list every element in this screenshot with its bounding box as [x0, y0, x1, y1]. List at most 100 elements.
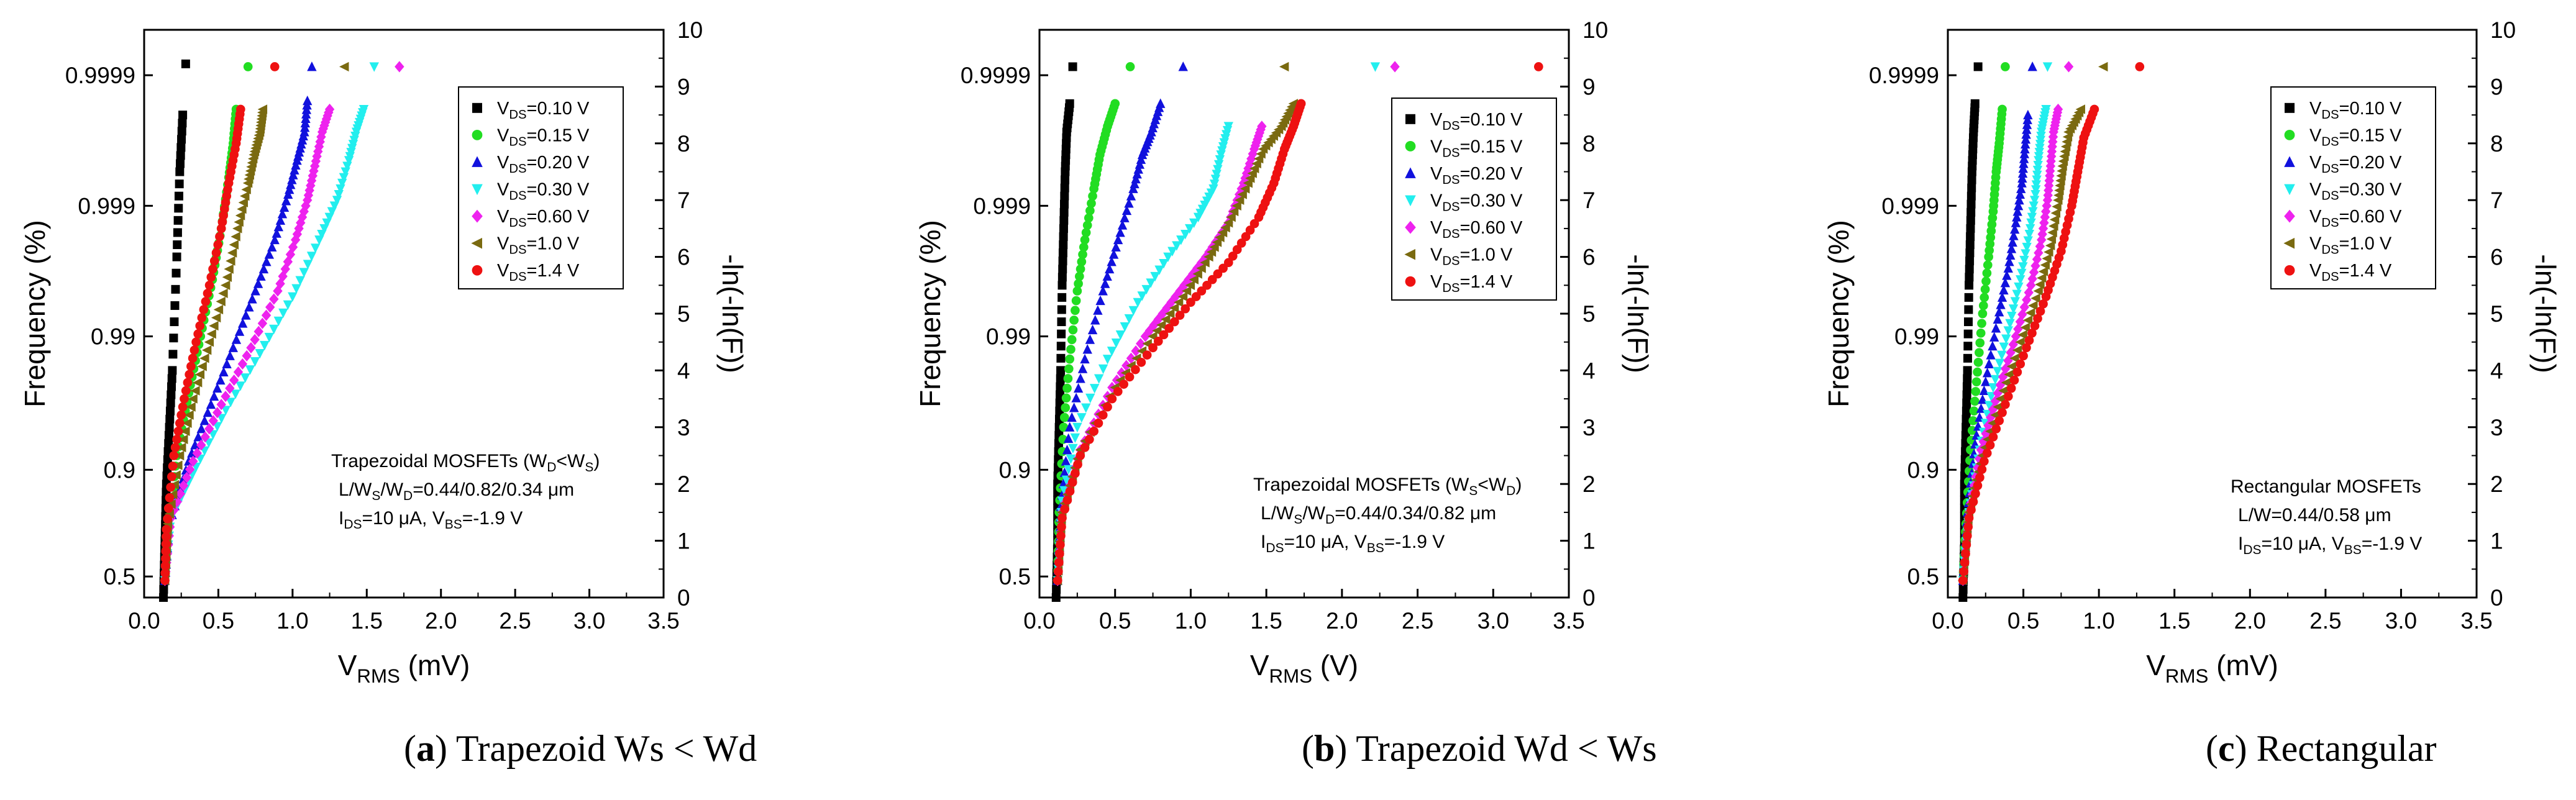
data-point: [2035, 143, 2045, 154]
data-point: [2042, 62, 2053, 72]
data-point: [1973, 481, 1983, 491]
data-point: [174, 450, 185, 461]
data-point: [219, 366, 229, 377]
y-right-tick-label: 4: [677, 358, 690, 383]
data-point: [1994, 416, 2004, 425]
data-point: [1965, 240, 1975, 250]
data-point: [1241, 232, 1251, 242]
data-point: [1218, 263, 1228, 273]
data-point: [1969, 406, 1979, 416]
chart-panel-a: 0.0 0.5 1.0 1.5 2.0 2.5 3.0 3.50 1 2 3 4 5 6 7 8 9 10 0.5 0…: [19, 17, 757, 769]
data-point: [1065, 354, 1075, 364]
data-point: [1084, 213, 1094, 223]
data-point: [216, 414, 227, 424]
y-left-tick-label: 0.99: [986, 324, 1031, 350]
data-point: [1982, 367, 1993, 378]
data-point: [256, 271, 266, 281]
data-point: [2041, 104, 2051, 115]
data-point: [1246, 153, 1256, 165]
data-point: [1994, 358, 2005, 369]
x-tick-label: 3.0: [1478, 608, 1509, 634]
data-point: [167, 374, 176, 383]
y-right-tick-label: 8: [2490, 131, 2503, 157]
data-point: [324, 103, 335, 116]
annotation: Trapezoidal MOSFETs (WS<WD) L/WS/WD=0.44/…: [1253, 475, 1522, 555]
data-point: [1234, 195, 1245, 205]
data-point: [170, 301, 180, 310]
data-point: [222, 272, 232, 282]
data-point: [1964, 305, 1973, 314]
data-point: [1173, 298, 1184, 307]
data-point: [2042, 253, 2052, 263]
x-tick-label: 3.5: [2460, 608, 2492, 634]
data-point: [2006, 383, 2016, 393]
data-point: [1061, 456, 1071, 466]
data-point: [2006, 361, 2017, 371]
data-point: [1172, 241, 1182, 251]
series-vds1.0v: [1052, 61, 1298, 586]
data-point: [311, 243, 321, 253]
data-point: [2014, 282, 2024, 293]
data-point: [177, 135, 186, 144]
legend-item: VDS=0.10 V: [1405, 110, 1523, 133]
data-point: [283, 300, 293, 311]
y-axis-label: Frequency (%): [1822, 220, 1855, 407]
data-point: [1962, 414, 1971, 424]
y-right-tick-label: 4: [2490, 358, 2503, 383]
data-point: [1111, 339, 1121, 348]
y-left-tick-label: 0.9: [999, 457, 1031, 483]
data-point: [1209, 242, 1219, 252]
data-point: [162, 532, 171, 542]
data-point: [2018, 163, 2028, 173]
data-point: [2003, 326, 2013, 336]
series-vds0.10v: [1051, 62, 1077, 602]
data-point: [1243, 163, 1253, 175]
legend-item: VDS=0.30 V: [1405, 191, 1523, 214]
data-point: [296, 217, 306, 229]
y-right-tick-label: 2: [677, 471, 690, 497]
data-point: [1241, 168, 1252, 180]
data-point: [197, 361, 207, 371]
data-point: [1993, 366, 2003, 377]
data-point: [1977, 465, 1987, 475]
data-point: [1058, 257, 1067, 266]
data-point: [1076, 264, 1085, 274]
data-point: [185, 463, 195, 475]
data-point: [2048, 221, 2058, 231]
data-point: [2012, 345, 2022, 355]
data-point: [1976, 328, 1986, 338]
data-point: [2017, 268, 2027, 279]
data-point: [171, 268, 181, 278]
data-point: [1962, 406, 1971, 416]
legend-marker: [1405, 114, 1415, 124]
data-point: [2019, 148, 2030, 158]
data-point: [2019, 255, 2029, 266]
annotation: Rectangular MOSFETs L/W=0.44/0.58 μm IDS=1…: [2231, 476, 2422, 557]
x-tick-label: 3.0: [573, 608, 605, 634]
data-point: [1136, 338, 1146, 350]
data-point: [1967, 425, 1977, 435]
data-point: [1986, 392, 1996, 402]
data-point: [160, 561, 170, 571]
data-point: [1131, 345, 1141, 357]
legend-label: VDS=0.30 V: [497, 180, 590, 203]
data-point: [1065, 99, 1074, 108]
data-point: [169, 451, 179, 460]
y-right-axis-label: -ln(-ln(F)): [716, 254, 749, 373]
data-point: [181, 59, 190, 68]
data-point: [2053, 103, 2063, 116]
data-point: [168, 461, 178, 471]
data-point: [1148, 343, 1158, 353]
legend-item: VDS=0.10 V: [472, 99, 590, 122]
data-point: [2034, 152, 2044, 162]
data-point: [1068, 325, 1078, 335]
data-point: [2016, 183, 2026, 193]
data-point: [1986, 350, 1996, 360]
legend-label: VDS=1.0 V: [2309, 234, 2392, 257]
data-point: [1131, 365, 1140, 375]
data-point: [222, 358, 232, 368]
data-point: [1967, 175, 1976, 184]
data-point: [1998, 407, 2007, 417]
legend-label: VDS=1.4 V: [1430, 272, 1513, 295]
